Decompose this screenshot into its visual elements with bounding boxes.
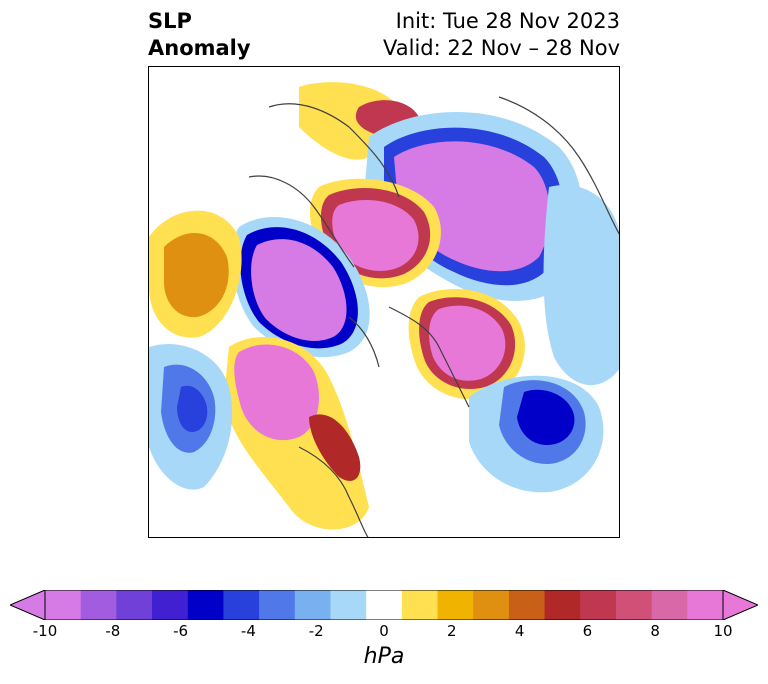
colorbar-segment — [687, 590, 724, 620]
colorbar-segment — [223, 590, 260, 620]
colorbar-segment — [259, 590, 296, 620]
colorbar-tick-label: -4 — [240, 622, 256, 640]
colorbar-segment — [187, 590, 224, 620]
title-line-1: SLP — [148, 9, 192, 33]
colorbar-segment — [580, 590, 617, 620]
positive-anomaly-center — [309, 178, 441, 288]
colorbar-segment — [152, 590, 189, 620]
neg-west-core — [251, 239, 347, 341]
negative-anomaly-west — [231, 217, 370, 358]
pos-pac-core — [234, 344, 319, 441]
colorbar-tick-label: 4 — [514, 622, 525, 640]
colorbar-ticks: -10 -8 -6 -4 -2 0 2 4 6 8 10 — [0, 622, 768, 642]
pos-fw-core — [164, 233, 229, 318]
pos-pac-dark-core — [309, 414, 361, 481]
colorbar — [10, 590, 758, 620]
colorbar-tick-label: -2 — [308, 622, 324, 640]
coastline-4 — [298, 446, 369, 537]
colorbar-tick-label: 8 — [650, 622, 660, 640]
coastline-6 — [348, 316, 380, 368]
colorbar-segment — [45, 590, 82, 620]
colorbar-arrow-right — [722, 590, 758, 620]
colorbar-arrow-left — [10, 590, 46, 620]
colorbar-segment — [473, 590, 510, 620]
coastline-1 — [268, 103, 400, 198]
colorbar-segment — [330, 590, 367, 620]
title-line-2: Anomaly — [148, 36, 251, 60]
colorbar-tick-label: -10 — [32, 622, 58, 640]
slp-anomaly-map — [149, 82, 619, 537]
init-date: Init: Tue 28 Nov 2023 — [395, 9, 620, 33]
colorbar-segment — [437, 590, 474, 620]
colorbar-tick-label: 6 — [582, 622, 593, 640]
colorbar-segment — [544, 590, 581, 620]
coastline-5 — [498, 96, 619, 235]
neg-east-edge — [543, 185, 619, 385]
positive-anomaly-pacific — [224, 337, 369, 530]
neg-sw-core — [177, 385, 208, 432]
negative-anomaly-se — [469, 375, 604, 493]
coastline-3 — [388, 306, 470, 408]
colorbar-tick-label: 0 — [379, 622, 389, 640]
colorbar-unit: hPa — [363, 644, 405, 669]
colorbar-border — [44, 590, 724, 620]
valid-range: Valid: 22 Nov – 28 Nov — [383, 36, 620, 60]
colorbar-tick-label: -6 — [173, 622, 189, 640]
colorbar-segment — [116, 590, 153, 620]
colorbar-segment — [615, 590, 653, 620]
date-info: Init: Tue 28 Nov 2023 Valid: 22 Nov – 28… — [383, 8, 620, 62]
coastline-2 — [248, 175, 355, 268]
colorbar-segment — [80, 590, 117, 620]
coastlines — [248, 96, 619, 537]
colorbar-segment — [294, 590, 331, 620]
colorbar-segment — [651, 590, 688, 620]
colorbar-segment — [401, 590, 439, 620]
colorbar-tick-label: -8 — [105, 622, 121, 640]
colorbar-tick-label: 2 — [447, 622, 457, 640]
neg-se-core — [517, 389, 575, 445]
colorbar-segment — [508, 590, 546, 620]
pos-east-core — [429, 305, 506, 381]
positive-anomaly-east — [408, 289, 525, 400]
map-panel — [148, 66, 620, 538]
colorbar-tick-label: 10 — [713, 622, 733, 640]
positive-anomaly-far-west — [149, 210, 242, 338]
negative-anomaly-sw — [149, 343, 233, 490]
chart-title: SLP Anomaly — [148, 8, 251, 62]
pos-core-center — [332, 200, 419, 271]
colorbar-segment — [366, 590, 403, 620]
